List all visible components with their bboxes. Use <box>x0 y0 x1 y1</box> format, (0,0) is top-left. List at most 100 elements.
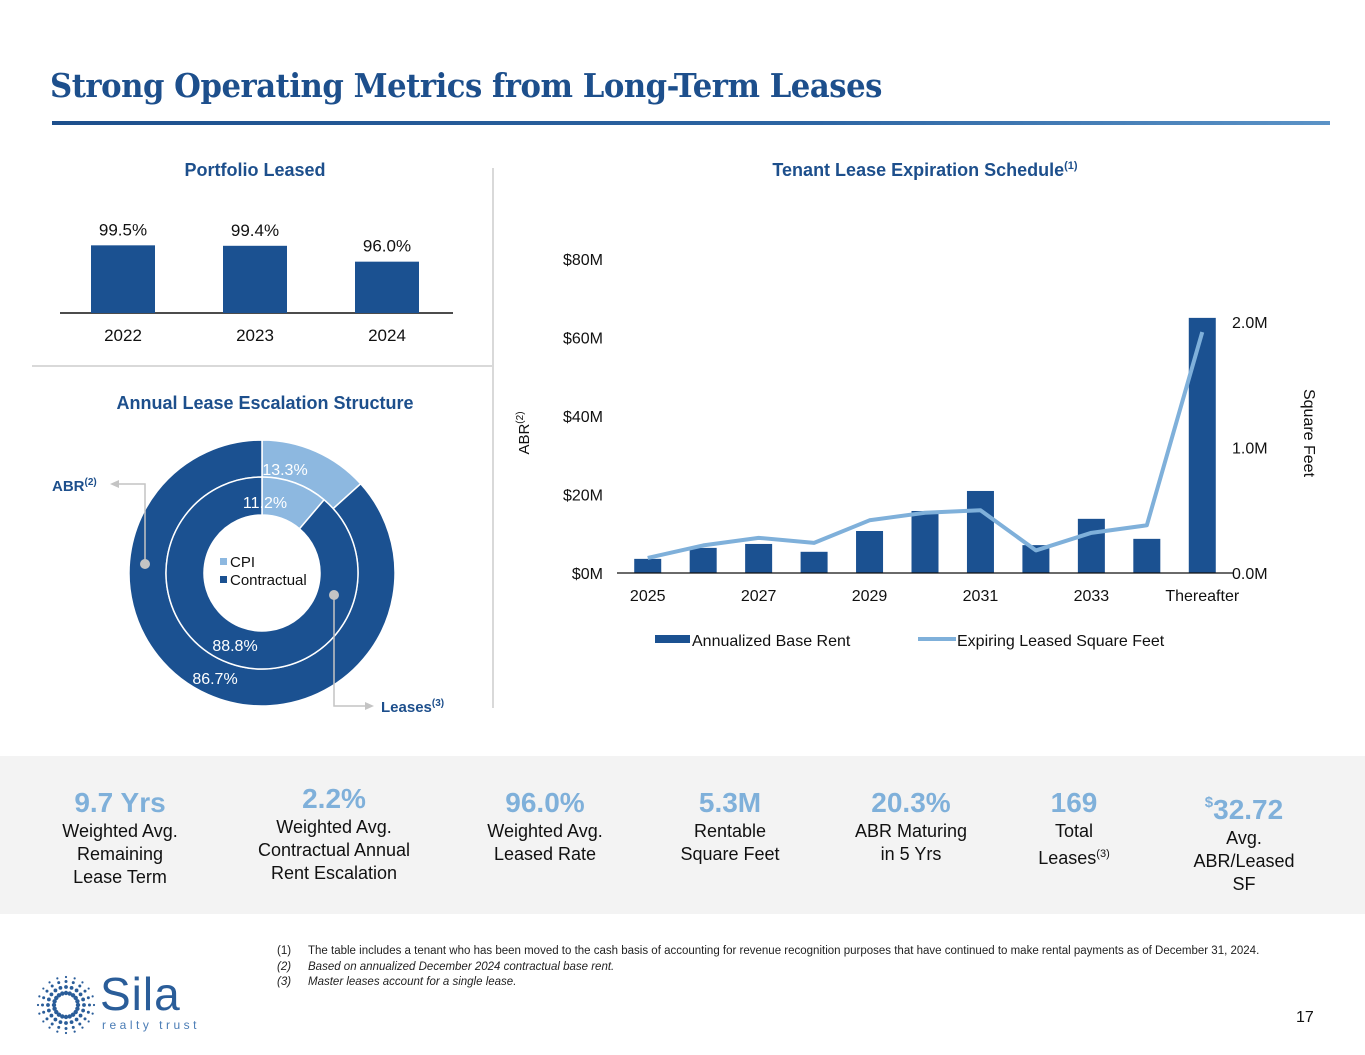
y-axis-title-footnote: (2) <box>515 411 526 423</box>
leases-callout-line <box>333 595 365 707</box>
logo-dot <box>75 1002 81 1008</box>
vertical-divider <box>492 168 494 708</box>
portfolio-leased-chart: 99.5% 2022 99.4% 2023 96.0% 2024 <box>60 220 453 345</box>
logo-dot <box>74 988 79 993</box>
sunburst-icon <box>36 975 96 1035</box>
kpi-value: 9.7 Yrs <box>74 787 166 818</box>
abr-callout-arrow-icon <box>110 480 119 488</box>
logo-dot <box>58 1020 63 1025</box>
bar <box>856 531 884 573</box>
kpi-rent-escalation: 2.2% Weighted Avg. Contractual Annual Re… <box>258 783 410 885</box>
x-tick-label: 2027 <box>741 588 777 605</box>
bar <box>1133 538 1161 573</box>
logo-dot <box>87 1020 90 1023</box>
logo-dot <box>42 1020 45 1023</box>
logo-dot <box>50 1022 54 1026</box>
kpi-value: 32.72 <box>1213 794 1284 825</box>
kpi-band: 9.7 Yrs Weighted Avg. Remaining Lease Te… <box>0 756 1365 914</box>
data-label: 96.0% <box>363 237 411 256</box>
kpi-avg-abr-per-sf: $32.72 Avg. ABR/Leased SF <box>1184 786 1305 896</box>
logo-dot <box>54 1009 59 1015</box>
logo-dot <box>83 989 87 993</box>
kpi-value: 96.0% <box>505 787 585 818</box>
logo-dot <box>53 1017 58 1022</box>
logo-dot <box>42 996 46 1000</box>
y-tick-label: $80M <box>563 252 603 269</box>
logo-dot <box>78 992 83 997</box>
legend-label: Contractual <box>230 572 307 589</box>
logo-dot <box>50 984 54 988</box>
logo-dot <box>87 987 90 990</box>
bar <box>355 261 419 313</box>
footnote: (1) The table includes a tenant who has … <box>277 944 1287 960</box>
horizontal-divider <box>32 365 492 367</box>
kpi-label: Weighted Avg. Leased Rate <box>487 821 603 864</box>
abr-callout-label: ABR(2) <box>52 477 97 495</box>
footnote-text: Based on annualized December 2024 contra… <box>308 960 615 973</box>
footnote-number: (1) <box>277 945 292 957</box>
logo-dot <box>73 977 76 980</box>
logo-dot <box>82 1003 86 1007</box>
kpi-label: Total Leases(3) <box>1038 820 1110 870</box>
kpi-label: Weighted Avg. Remaining Lease Term <box>62 821 178 887</box>
logo-dot <box>64 1021 68 1025</box>
logo-dot <box>67 991 72 996</box>
bar <box>1077 518 1105 573</box>
logo-dot <box>48 981 51 984</box>
logo-dot <box>57 981 61 985</box>
logo-dot <box>64 1027 68 1030</box>
logo-dot <box>48 1026 51 1029</box>
y-axis-title: ABR(2) <box>515 411 533 454</box>
logo-dot <box>63 1014 69 1020</box>
kpi-leased-rate: 96.0% Weighted Avg. Leased Rate <box>487 786 602 866</box>
kpi-remaining-lease-term: 9.7 Yrs Weighted Avg. Remaining Lease Te… <box>62 786 177 889</box>
x-tick-label: 2029 <box>852 588 888 605</box>
slice-label: 11.2% <box>243 495 287 512</box>
abr-callout-line <box>118 483 146 564</box>
logo-dot <box>81 1026 84 1029</box>
logo-dot <box>38 995 41 998</box>
logo-wordmark: Sila <box>100 968 181 1020</box>
kpi-value: 20.3% <box>871 787 951 818</box>
x-tick-label: Thereafter <box>1165 588 1239 605</box>
logo-dot <box>67 1014 72 1019</box>
logo-dot <box>42 987 45 990</box>
logo-dot <box>73 995 78 1001</box>
kpi-rentable-square-feet: 5.3M Rentable Square Feet <box>680 786 779 866</box>
currency-symbol: $ <box>1204 794 1214 811</box>
logo-dot <box>46 1008 51 1013</box>
expiration-chart: $0M $20M $40M $60M $80M 0.0M 1.0M 2.0M ABR(2) Squ… <box>515 252 1317 650</box>
logo-dot <box>69 985 74 990</box>
logo-dot <box>70 1012 76 1017</box>
x-tick-label: 2022 <box>104 326 142 345</box>
logo-dot <box>52 999 57 1004</box>
footnote-number: (3) <box>277 976 292 988</box>
logo-dot <box>71 981 75 985</box>
slice-label: 88.8% <box>212 638 257 655</box>
logo-dot <box>64 975 68 979</box>
logo-dot <box>60 1014 65 1019</box>
logo-dot <box>49 1013 54 1018</box>
logo-dot <box>56 993 62 998</box>
expiration-heading-footnote: (1) <box>1064 160 1078 172</box>
logo-dot <box>73 1030 76 1033</box>
kpi-label-footnote: (3) <box>1096 848 1110 860</box>
leases-callout-label: Leases(3) <box>381 698 444 716</box>
logo-tagline: realty trust <box>102 1018 201 1032</box>
logo-dot <box>78 984 82 988</box>
y-tick-label: $0M <box>572 566 603 583</box>
logo-dot <box>45 989 49 993</box>
logo-dot <box>38 1012 41 1015</box>
kpi-abr-maturing: 20.3% ABR Maturing in 5 Yrs <box>855 786 967 866</box>
footnote-text: The table includes a tenant who has been… <box>308 945 1260 957</box>
y2-axis-title: Square Feet <box>1300 389 1317 478</box>
legend-swatch-abr <box>655 635 690 643</box>
footnote: (3) Master leases account for a single l… <box>277 975 1287 991</box>
x-tick-label: 2024 <box>368 326 406 345</box>
logo-dot <box>81 997 86 1002</box>
logo-dot <box>56 1030 59 1033</box>
leases-callout-arrow-icon <box>365 702 374 710</box>
y2-tick-label: 1.0M <box>1232 441 1268 458</box>
logo-dot <box>56 977 59 980</box>
